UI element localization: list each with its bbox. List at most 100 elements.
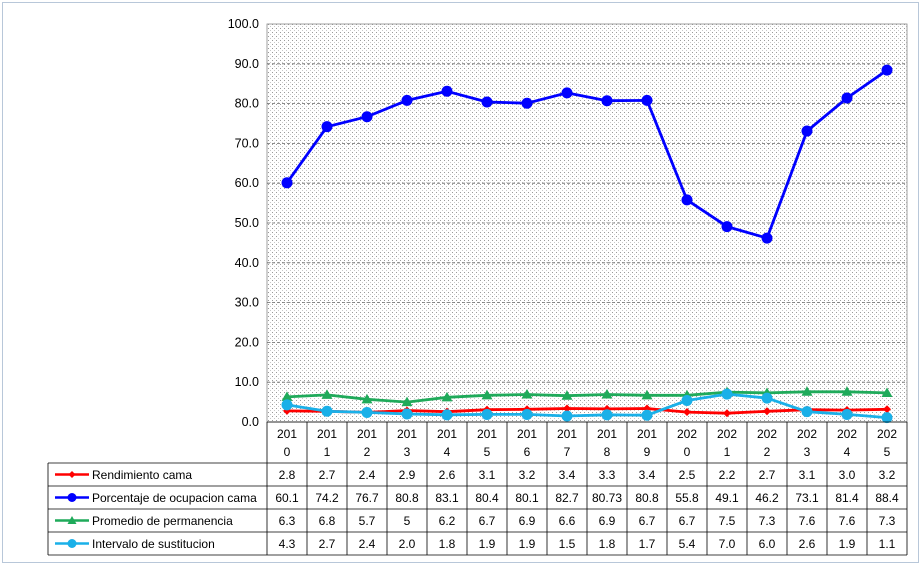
x-tick-label-line2: 3 xyxy=(404,445,411,459)
data-point xyxy=(763,407,771,416)
data-label: 6.7 xyxy=(479,514,496,528)
x-tick-label-line2: 0 xyxy=(684,445,691,459)
data-label: 2.0 xyxy=(399,537,416,551)
x-tick-label-line2: 7 xyxy=(564,445,571,459)
legend-marker xyxy=(67,493,77,502)
y-axis: 0.0 10.0 20.0 30.0 40.0 50.0 60.0 70.0 80.0 90.0 1… xyxy=(228,17,259,429)
data-label: 7.6 xyxy=(839,514,856,528)
data-point xyxy=(881,64,893,76)
data-point xyxy=(723,409,731,418)
data-label: 2.7 xyxy=(319,468,336,482)
data-point xyxy=(401,396,413,407)
data-label: 3.3 xyxy=(599,468,616,482)
data-label: 3.0 xyxy=(839,468,856,482)
data-point xyxy=(761,232,773,244)
x-tick-label-line1: 201 xyxy=(357,427,377,441)
data-label: 6.0 xyxy=(759,537,776,551)
data-label: 83.1 xyxy=(435,491,459,505)
data-point xyxy=(401,408,413,420)
data-label: 2.7 xyxy=(759,468,776,482)
data-table: 2010201120122013201420152016201720182019… xyxy=(47,421,908,556)
data-label: 1.9 xyxy=(519,537,536,551)
legend-marker xyxy=(67,516,77,524)
data-label: 5.4 xyxy=(679,537,696,551)
data-point xyxy=(601,95,613,107)
x-tick-label-line2: 4 xyxy=(844,445,851,459)
data-label: 2.2 xyxy=(719,468,736,482)
data-point xyxy=(361,406,373,418)
data-label: 55.8 xyxy=(675,491,699,505)
data-label: 3.1 xyxy=(799,468,816,482)
series-line xyxy=(285,69,888,240)
data-point xyxy=(401,94,413,106)
data-point xyxy=(641,94,653,106)
data-label: 7.3 xyxy=(879,514,896,528)
data-label: 3.4 xyxy=(559,468,576,482)
x-tick-label-line2: 3 xyxy=(804,445,811,459)
data-label: 1.9 xyxy=(479,537,496,551)
data-label: 7.0 xyxy=(719,537,736,551)
legend-label: Rendimiento cama xyxy=(92,468,192,482)
data-label: 73.1 xyxy=(795,491,819,505)
x-tick-label-line1: 201 xyxy=(317,427,337,441)
data-label: 80.8 xyxy=(395,491,419,505)
data-point xyxy=(801,125,813,137)
y-tick-label: 10.0 xyxy=(235,375,259,389)
data-point xyxy=(883,405,891,414)
data-point xyxy=(481,408,493,420)
data-label: 80.73 xyxy=(592,491,622,505)
x-tick-label-line1: 202 xyxy=(757,427,777,441)
data-label: 80.8 xyxy=(635,491,659,505)
data-point xyxy=(321,405,333,417)
data-label: 4.3 xyxy=(279,537,296,551)
data-label: 2.6 xyxy=(799,537,816,551)
legend-label: Promedio de permanencia xyxy=(92,514,233,528)
y-tick-label: 30.0 xyxy=(235,296,259,310)
data-label: 6.7 xyxy=(679,514,696,528)
data-label: 1.9 xyxy=(839,537,856,551)
data-point xyxy=(441,409,453,421)
data-label: 2.9 xyxy=(399,468,416,482)
data-label: 80.1 xyxy=(515,491,539,505)
data-point xyxy=(761,392,773,404)
data-point xyxy=(321,389,333,399)
x-tick-label-line2: 0 xyxy=(284,445,291,459)
data-point xyxy=(281,177,293,189)
data-label: 2.4 xyxy=(359,468,376,482)
data-label: 76.7 xyxy=(355,491,379,505)
data-label: 1.8 xyxy=(439,537,456,551)
legend-entry-2: Promedio de permanencia xyxy=(55,514,233,528)
data-point xyxy=(601,409,613,421)
data-label: 2.5 xyxy=(679,468,696,482)
x-tick-label-line1: 201 xyxy=(597,427,617,441)
x-tick-label-line1: 201 xyxy=(637,427,657,441)
data-label: 5 xyxy=(404,514,411,528)
y-tick-label: 70.0 xyxy=(235,136,259,150)
data-point xyxy=(521,389,533,399)
series-line xyxy=(286,390,888,404)
x-tick-label-line1: 201 xyxy=(557,427,577,441)
data-point xyxy=(281,399,293,411)
data-label: 82.7 xyxy=(555,491,579,505)
data-label: 6.2 xyxy=(439,514,456,528)
data-point xyxy=(561,410,573,422)
x-tick-label-line1: 202 xyxy=(837,427,857,441)
data-point xyxy=(801,406,813,418)
data-point xyxy=(521,408,533,420)
series-1 xyxy=(281,64,893,244)
data-label: 80.4 xyxy=(475,491,499,505)
x-tick-label-line2: 8 xyxy=(604,445,611,459)
x-tick-label-line2: 6 xyxy=(524,445,531,459)
x-tick-label-line1: 202 xyxy=(717,427,737,441)
series-line xyxy=(286,392,888,419)
x-tick-label-line1: 201 xyxy=(277,427,297,441)
y-tick-label: 20.0 xyxy=(235,335,259,349)
data-point xyxy=(361,111,373,123)
